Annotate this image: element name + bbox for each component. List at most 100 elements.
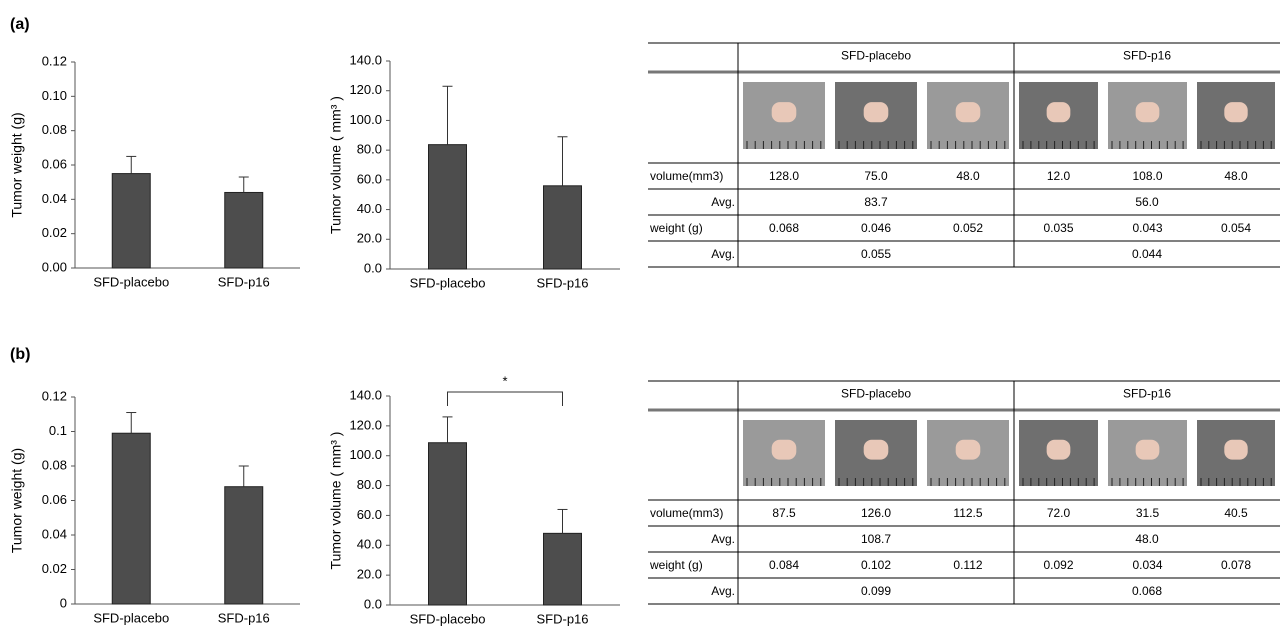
column-group: SFD-p16: [1123, 387, 1171, 401]
y-tick-label: 0.10: [42, 88, 67, 103]
y-tick-label: 0.08: [42, 457, 67, 472]
bar: [112, 174, 150, 268]
y-axis-label: Tumor volume ( mm³ ): [328, 432, 344, 570]
y-tick-label: 60.0: [357, 171, 382, 186]
table-cell: 12.0: [1047, 169, 1071, 183]
bar: [225, 192, 263, 268]
y-tick-label: 0.1: [49, 423, 67, 438]
table-cell: 0.084: [769, 558, 799, 572]
table-cell: 112.5: [953, 506, 982, 520]
y-tick-label: 0: [60, 595, 67, 610]
specimen: [772, 440, 797, 460]
specimen: [1136, 440, 1160, 460]
table-cell: 126.0: [861, 506, 891, 520]
y-axis-label: Tumor volume ( mm³ ): [328, 96, 344, 234]
x-tick-label: SFD-placebo: [93, 274, 169, 289]
y-tick-label: 0.12: [42, 388, 67, 403]
y-tick-label: 140.0: [349, 387, 382, 402]
table-cell: 0.068: [1132, 584, 1162, 598]
y-tick-label: 0.00: [42, 259, 67, 274]
table-cell: 0.055: [861, 247, 891, 261]
table-cell: 0.099: [861, 584, 891, 598]
row-label: volume(mm3): [650, 506, 723, 520]
table-cell: 0.068: [769, 221, 799, 235]
specimen: [772, 102, 797, 122]
specimen: [956, 102, 981, 122]
x-tick-label: SFD-placebo: [410, 611, 486, 626]
table-cell: 31.5: [1136, 506, 1160, 520]
row-label: Avg.: [711, 247, 735, 261]
x-tick-label: SFD-p16: [218, 610, 270, 625]
y-tick-label: 20.0: [357, 231, 382, 246]
table-cell: 0.043: [1132, 221, 1162, 235]
figure: (a) (b) 0.000.020.040.060.080.100.12Tumo…: [0, 0, 1280, 629]
y-tick-label: 0.0: [364, 596, 382, 611]
y-tick-label: 0.02: [42, 561, 67, 576]
panel-label: (b): [10, 346, 30, 363]
bar: [544, 533, 582, 605]
y-tick-label: 100.0: [349, 447, 382, 462]
table-cell: 0.092: [1043, 558, 1073, 572]
y-tick-label: 0.06: [42, 492, 67, 507]
table-cell: 0.054: [1221, 221, 1251, 235]
table-cell: 0.078: [1221, 558, 1251, 572]
y-tick-label: 100.0: [349, 112, 382, 127]
table-cell: 48.0: [1224, 169, 1248, 183]
significance-bracket: [448, 392, 563, 406]
bar: [429, 145, 467, 269]
y-axis-label: Tumor weight (g): [9, 448, 25, 553]
specimen: [956, 440, 981, 460]
y-tick-label: 0.04: [42, 191, 67, 206]
x-tick-label: SFD-p16: [218, 274, 270, 289]
specimen: [864, 102, 889, 122]
table-cell: 108.7: [861, 532, 891, 546]
column-group: SFD-placebo: [841, 49, 911, 63]
row-label: Avg.: [711, 584, 735, 598]
x-tick-label: SFD-p16: [536, 275, 588, 290]
specimen: [1047, 102, 1071, 122]
row-label: Avg.: [711, 195, 735, 209]
y-tick-label: 120.0: [349, 82, 382, 97]
row-label: Avg.: [711, 532, 735, 546]
specimen: [1224, 440, 1247, 460]
bar: [225, 487, 263, 604]
column-group: SFD-p16: [1123, 49, 1171, 63]
y-tick-label: 40.0: [357, 537, 382, 552]
table-cell: 0.112: [953, 558, 982, 572]
y-tick-label: 140.0: [349, 52, 382, 67]
row-label: weight (g): [649, 558, 703, 572]
table-cell: 75.0: [864, 169, 888, 183]
table-cell: 128.0: [769, 169, 799, 183]
y-tick-label: 0.04: [42, 526, 67, 541]
table-cell: 87.5: [772, 506, 796, 520]
column-group: SFD-placebo: [841, 387, 911, 401]
specimen: [864, 440, 889, 460]
y-tick-label: 0.08: [42, 122, 67, 137]
row-label: weight (g): [649, 221, 703, 235]
y-tick-label: 0.12: [42, 53, 67, 68]
table-cell: 0.102: [861, 558, 891, 572]
y-tick-label: 0.0: [364, 260, 382, 275]
specimen: [1136, 102, 1160, 122]
y-tick-label: 40.0: [357, 201, 382, 216]
table-cell: 56.0: [1135, 195, 1159, 209]
specimen: [1224, 102, 1247, 122]
bar: [112, 433, 150, 604]
significance-label: *: [502, 373, 507, 388]
table-cell: 83.7: [864, 195, 888, 209]
y-axis-label: Tumor weight (g): [9, 112, 25, 217]
table: SFD-placebo SFD-p16 volume(mm3) 87.5 126.0 11…: [648, 381, 1280, 604]
table-cell: 0.046: [861, 221, 891, 235]
y-tick-label: 20.0: [357, 567, 382, 582]
y-tick-label: 120.0: [349, 417, 382, 432]
table-cell: 108.0: [1132, 169, 1162, 183]
table-cell: 72.0: [1047, 506, 1071, 520]
y-tick-label: 80.0: [357, 142, 382, 157]
table-cell: 0.052: [953, 221, 983, 235]
table-cell: 0.044: [1132, 247, 1162, 261]
table-cell: 40.5: [1224, 506, 1248, 520]
bar: [429, 443, 467, 605]
table-cell: 0.034: [1132, 558, 1162, 572]
table-cell: 48.0: [956, 169, 980, 183]
